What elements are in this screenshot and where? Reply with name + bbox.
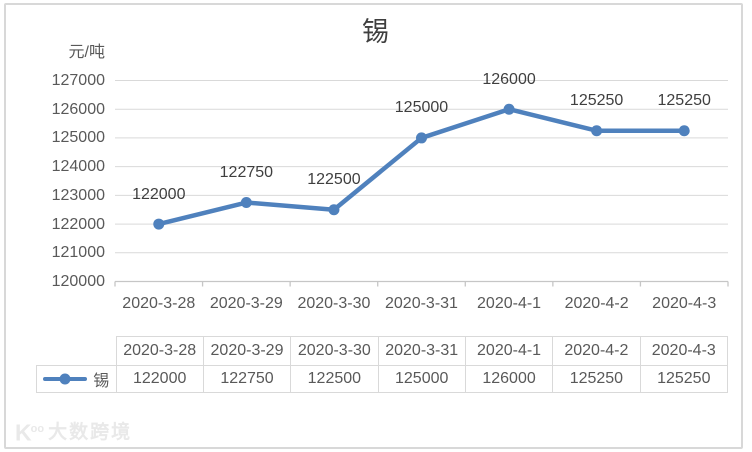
x-axis-label: 2020-3-31 bbox=[385, 295, 458, 312]
table-value-cell: 125000 bbox=[377, 365, 466, 393]
data-point-label: 122750 bbox=[219, 164, 274, 182]
table-value-cell: 125250 bbox=[552, 365, 641, 393]
y-tick-label: 125000 bbox=[51, 129, 105, 147]
table-value-cell: 125250 bbox=[639, 365, 729, 393]
chart-frame bbox=[4, 3, 743, 449]
data-point-label: 122000 bbox=[132, 185, 186, 203]
table-header-cell: 2020-3-31 bbox=[377, 336, 466, 366]
y-tick-label: 122000 bbox=[51, 215, 105, 233]
table-value-row: 锡 122000 122750 122500 125000 126000 125250 125… bbox=[36, 365, 729, 393]
table-value-cell: 122750 bbox=[202, 365, 292, 393]
legend-label: 锡 bbox=[93, 373, 110, 390]
table-value-cell: 122500 bbox=[290, 365, 379, 393]
table-value-cell: 122000 bbox=[115, 365, 204, 393]
data-table: 2020-3-28 2020-3-29 2020-3-30 2020-3-31 2020… bbox=[36, 336, 729, 393]
watermark: Koo 大数跨境 bbox=[15, 418, 132, 444]
y-tick-label: 120000 bbox=[51, 273, 105, 290]
data-point-label: 125250 bbox=[657, 92, 711, 110]
legend-dot-icon bbox=[59, 373, 71, 385]
data-point bbox=[153, 218, 165, 230]
table-header-cell: 2020-4-3 bbox=[639, 336, 729, 366]
data-point bbox=[240, 197, 252, 209]
table-value-cell: 126000 bbox=[464, 365, 554, 393]
legend-key: 锡 bbox=[37, 367, 115, 391]
data-point-label: 125000 bbox=[394, 99, 449, 117]
table-header-cell: 2020-4-1 bbox=[464, 336, 554, 366]
table-header-cell: 2020-4-2 bbox=[552, 336, 641, 366]
watermark-logo-icon: Koo bbox=[15, 419, 45, 446]
x-axis-label: 2020-4-1 bbox=[477, 295, 542, 312]
data-point bbox=[503, 103, 515, 115]
x-axis-label: 2020-3-30 bbox=[297, 295, 371, 312]
x-axis-label: 2020-3-29 bbox=[209, 295, 283, 312]
data-point-label: 125250 bbox=[569, 92, 624, 110]
table-blank-cell bbox=[37, 337, 117, 366]
y-tick-label: 126000 bbox=[51, 100, 105, 118]
table-header-cell: 2020-3-29 bbox=[202, 336, 292, 366]
watermark-text: 大数跨境 bbox=[48, 421, 133, 443]
y-tick-label: 127000 bbox=[51, 72, 105, 89]
legend-line-marker-icon bbox=[43, 373, 88, 385]
y-tick-label: 121000 bbox=[51, 244, 105, 262]
x-axis-label: 2020-3-28 bbox=[122, 295, 196, 312]
x-axis-label: 2020-4-2 bbox=[564, 295, 629, 312]
data-point bbox=[591, 125, 603, 137]
table-header-row: 2020-3-28 2020-3-29 2020-3-30 2020-3-31 2020… bbox=[37, 336, 729, 366]
y-axis-unit-label: 元/吨 bbox=[68, 44, 105, 61]
data-point-label: 122500 bbox=[307, 171, 361, 189]
legend-cell: 锡 bbox=[36, 365, 117, 393]
data-point bbox=[416, 132, 427, 144]
data-point bbox=[678, 125, 690, 137]
table-header-cell: 2020-3-28 bbox=[115, 336, 204, 366]
table-header-cell: 2020-3-30 bbox=[290, 336, 379, 366]
x-axis-label: 2020-4-3 bbox=[652, 295, 717, 312]
y-tick-label: 124000 bbox=[51, 158, 105, 176]
chart-title: 锡 bbox=[362, 17, 390, 47]
data-point-label: 126000 bbox=[482, 70, 536, 88]
data-point bbox=[328, 204, 340, 216]
y-tick-label: 123000 bbox=[51, 186, 105, 204]
